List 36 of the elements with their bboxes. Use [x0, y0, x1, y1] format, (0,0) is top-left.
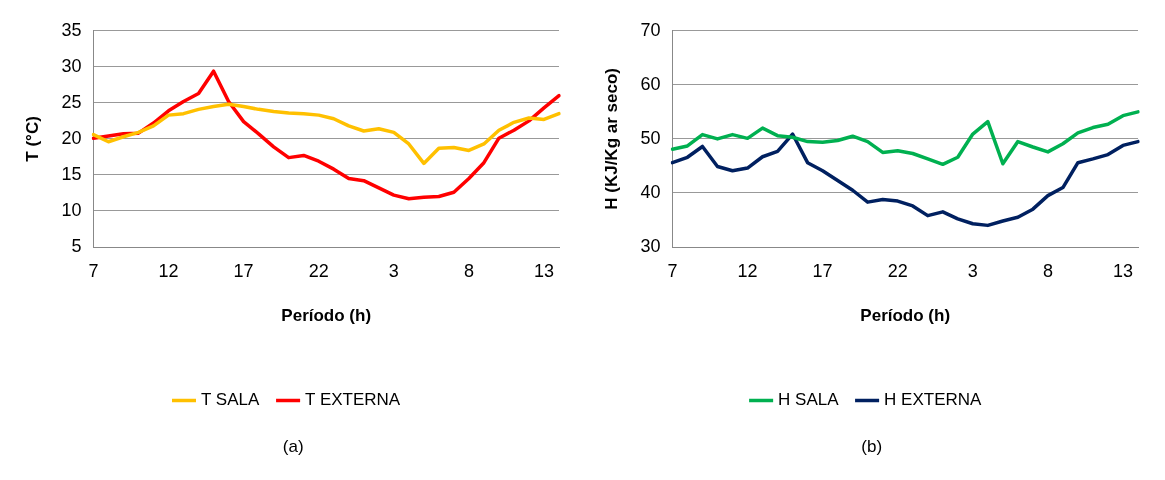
y-tick-label: 10 — [61, 199, 82, 220]
x-axis-title: Período (h) — [860, 306, 950, 326]
y-tick-label: 5 — [71, 235, 82, 256]
y-tick-label: 40 — [640, 181, 661, 202]
x-tick-label: 3 — [389, 260, 400, 281]
legend-label: T EXTERNA — [305, 390, 402, 410]
y-tick-label: 20 — [61, 127, 82, 148]
legend-label: H SALA — [777, 390, 839, 410]
y-tick-label: 25 — [61, 91, 82, 112]
y-axis-title: T (°C) — [23, 116, 43, 162]
x-tick-label: 13 — [1112, 260, 1133, 281]
x-tick-label: 8 — [1042, 260, 1053, 281]
x-tick-label: 22 — [887, 260, 908, 281]
x-tick-label: 17 — [233, 260, 254, 281]
y-tick-label: 70 — [640, 19, 661, 40]
x-tick-label: 7 — [667, 260, 678, 281]
x-tick-label: 17 — [812, 260, 833, 281]
x-tick-label: 8 — [464, 260, 475, 281]
text: (b) — [861, 437, 883, 457]
x-tick-label: 13 — [534, 260, 555, 281]
text: (a) — [282, 437, 304, 457]
y-tick-label: 60 — [640, 73, 661, 94]
y-tick-label: 50 — [640, 127, 661, 148]
y-tick-label: 30 — [61, 55, 82, 76]
x-tick-label: 3 — [967, 260, 978, 281]
y-tick-label: 30 — [640, 235, 661, 256]
x-tick-label: 22 — [308, 260, 329, 281]
x-tick-label: 7 — [88, 260, 99, 281]
x-tick-label: 12 — [158, 260, 179, 281]
legend-label: T SALA — [201, 390, 261, 410]
legend-label: H EXTERNA — [883, 390, 982, 410]
y-axis-title: H (KJ/Kg ar seco) — [601, 68, 621, 210]
x-tick-label: 12 — [737, 260, 758, 281]
x-axis-title: Período (h) — [281, 306, 372, 326]
y-tick-label: 35 — [61, 19, 82, 40]
y-tick-label: 15 — [61, 163, 82, 184]
